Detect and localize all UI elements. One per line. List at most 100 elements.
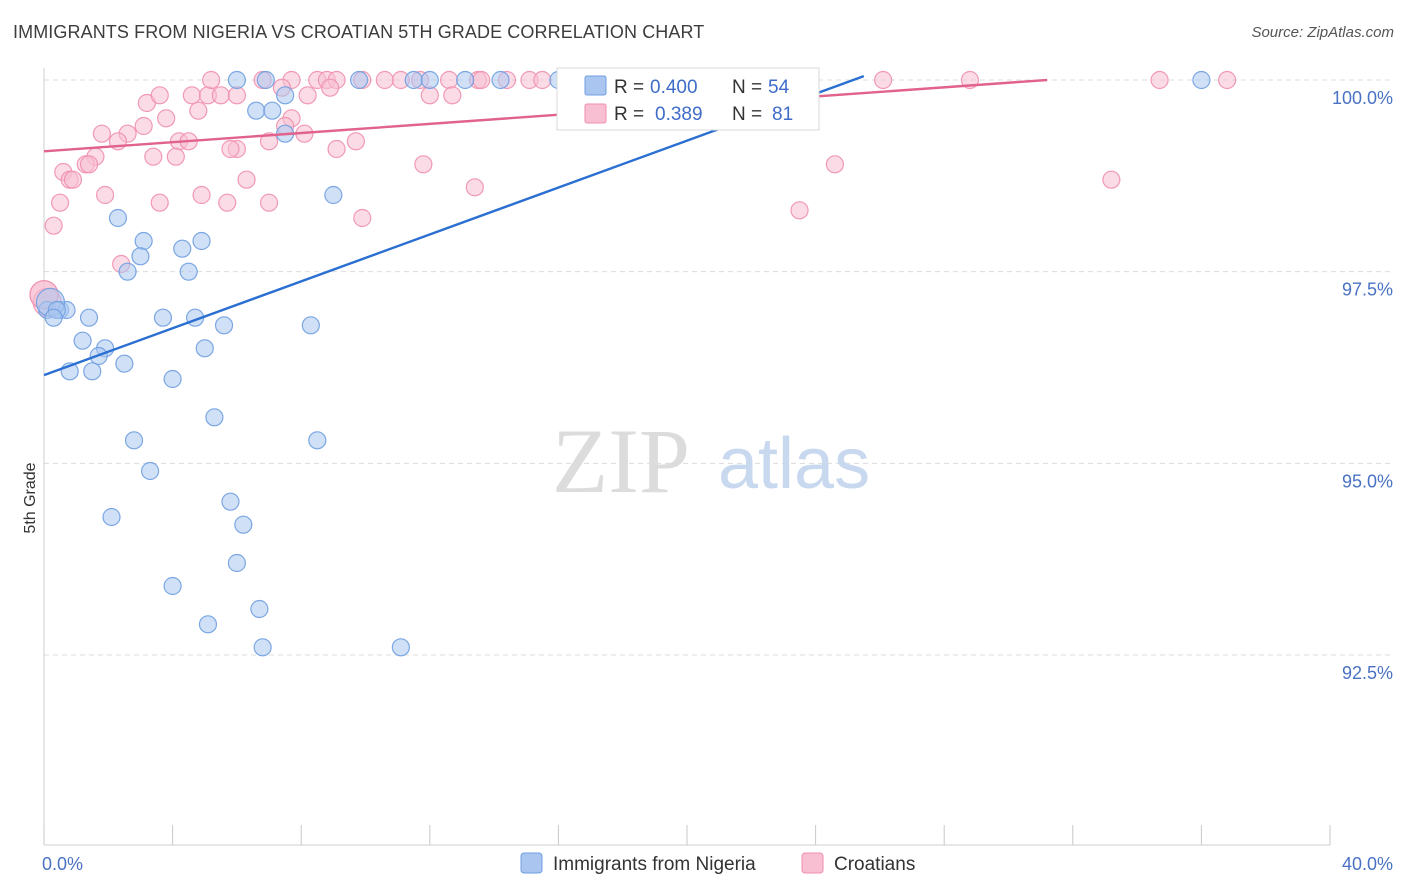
x-tick-labels: 0.0% 40.0% (42, 854, 1393, 874)
nigeria-point (195, 339, 214, 358)
legend-r-label: R = (614, 77, 644, 98)
nigeria-point (256, 70, 275, 90)
croatians-point (44, 216, 63, 235)
nigeria-point (179, 262, 198, 281)
croatians-point (1218, 70, 1237, 90)
croatians-point (790, 201, 809, 220)
nigeria-point (140, 461, 160, 481)
nigeria-point (131, 247, 150, 266)
nigeria-point (83, 362, 102, 381)
croatians-point (874, 70, 893, 90)
nigeria-point (173, 239, 192, 258)
grid-lines (44, 79, 1390, 656)
croatians-point (157, 109, 176, 128)
croatians-point (472, 70, 491, 90)
croatians-point (465, 178, 484, 197)
croatians-point (414, 155, 433, 174)
croatians-point (825, 155, 844, 174)
axes (43, 68, 1331, 846)
nigeria-point (420, 70, 439, 90)
nigeria-point (79, 308, 99, 327)
y-axis-label: 5th Grade (22, 462, 39, 533)
source-credit: Source: ZipAtlas.com (1251, 24, 1394, 41)
y-tick-label: 97.5% (1342, 280, 1393, 300)
croatians-point (134, 116, 153, 136)
croatians-point (298, 86, 317, 105)
nigeria-point (349, 70, 369, 90)
legend-r-value: 0.389 (655, 104, 703, 125)
croatians-point (150, 193, 169, 212)
watermark-zip: ZIP (552, 410, 690, 512)
croatians-point (202, 70, 221, 90)
nigeria-point (253, 638, 272, 657)
croatians-point (166, 147, 185, 166)
legend-n-label: N = (732, 104, 762, 125)
x-tick-label: 40.0% (1342, 854, 1393, 874)
nigeria-point (198, 615, 218, 634)
croatians-point (375, 70, 394, 90)
croatians-trend-line (43, 78, 1048, 153)
nigeria-point (108, 208, 128, 228)
croatians-point (259, 132, 279, 151)
croatians-point (443, 86, 462, 105)
croatians-point (144, 147, 163, 166)
croatians-point (79, 155, 99, 174)
nigeria-point (263, 101, 282, 120)
croatians-point (237, 170, 256, 189)
nigeria-point (153, 308, 173, 327)
croatians-point (353, 208, 372, 228)
croatians-point (150, 86, 169, 105)
nigeria-point (308, 431, 327, 450)
trend-lines (43, 75, 1048, 377)
nigeria-point (134, 231, 153, 251)
nigeria-point (163, 576, 182, 596)
series-label-croatians: Croatians (834, 854, 915, 875)
croatians-point (346, 132, 365, 151)
croatians-point (95, 185, 115, 205)
croatians-point (321, 78, 340, 97)
croatians-point (192, 185, 211, 205)
croatians-point (92, 124, 111, 143)
legend-swatch-blue (584, 75, 607, 96)
legend-swatch-pink (584, 103, 607, 124)
nigeria-point (276, 86, 295, 105)
watermark-atlas: atlas (718, 424, 870, 504)
nigeria-point (234, 515, 253, 534)
nigeria-point (163, 369, 182, 389)
croatians-point (439, 70, 459, 90)
series-legend: Immigrants from Nigeria Croatians (520, 852, 915, 875)
nigeria-point (491, 70, 510, 90)
nigeria-point (192, 231, 211, 251)
croatians-point (227, 86, 246, 105)
series-label-nigeria: Immigrants from Nigeria (553, 854, 756, 875)
nigeria-point (324, 185, 343, 205)
nigeria-point (73, 331, 92, 350)
croatians-point (327, 139, 346, 159)
nigeria-point (404, 70, 423, 90)
nigeria-point (115, 354, 134, 373)
croatians-point (1102, 170, 1121, 189)
nigeria-point (301, 316, 320, 335)
croatians-point (221, 139, 240, 159)
nigeria-point (102, 507, 121, 527)
croatians-point (189, 101, 208, 120)
chart-title: IMMIGRANTS FROM NIGERIA VS CROATIAN 5TH … (13, 22, 705, 42)
nigeria-point (124, 431, 144, 450)
croatians-point (420, 86, 439, 105)
y-tick-label: 92.5% (1342, 663, 1393, 683)
series-swatch-pink (801, 852, 824, 874)
legend-n-value: 54 (768, 77, 790, 98)
nigeria-point (44, 308, 63, 327)
legend-r-value: 0.400 (650, 77, 698, 98)
nigeria-point (205, 408, 224, 427)
legend-n-label: N = (732, 77, 762, 98)
x-tick-label: 0.0% (42, 854, 83, 874)
y-tick-labels: 92.5% 95.0% 97.5% 100.0% (1332, 88, 1393, 683)
croatians-point (259, 193, 279, 212)
watermark: ZIP atlas (552, 410, 870, 512)
nigeria-point (214, 316, 234, 335)
nigeria-point (247, 101, 266, 120)
croatians-point (50, 193, 70, 212)
y-tick-label: 95.0% (1342, 471, 1393, 491)
